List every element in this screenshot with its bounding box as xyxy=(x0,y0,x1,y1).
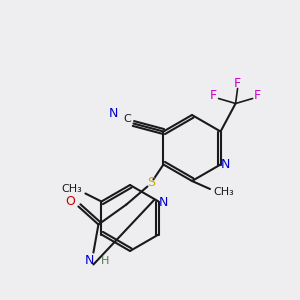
Text: O: O xyxy=(65,195,75,208)
Text: S: S xyxy=(147,176,155,189)
Text: N: N xyxy=(221,158,230,171)
Text: F: F xyxy=(210,89,217,102)
Text: N: N xyxy=(109,107,118,120)
Text: CH₃: CH₃ xyxy=(61,184,82,194)
Text: C: C xyxy=(124,115,131,124)
Text: N: N xyxy=(85,254,94,267)
Text: N: N xyxy=(159,196,168,209)
Text: F: F xyxy=(254,89,261,102)
Text: H: H xyxy=(101,256,110,266)
Text: F: F xyxy=(234,77,241,90)
Text: CH₃: CH₃ xyxy=(214,187,234,197)
